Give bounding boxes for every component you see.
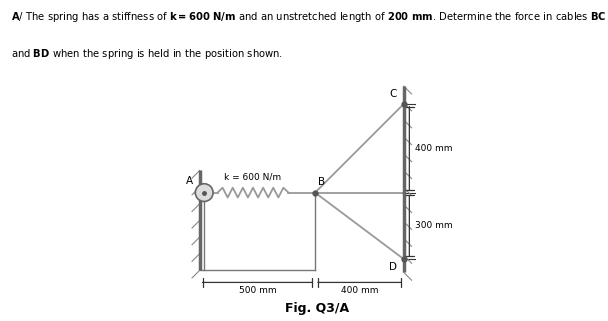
Text: 500 mm: 500 mm xyxy=(238,286,276,295)
Text: 300 mm: 300 mm xyxy=(415,221,452,230)
Text: C: C xyxy=(390,90,397,100)
Text: A: A xyxy=(186,176,193,186)
Text: 400 mm: 400 mm xyxy=(340,286,378,295)
Text: B: B xyxy=(319,177,325,187)
Text: $\mathbf{A}$$\mathit{/}$ The spring has a stiffness of $\mathbf{k = 600\ N/m}$ a: $\mathbf{A}$$\mathit{/}$ The spring has … xyxy=(11,10,607,24)
Circle shape xyxy=(195,184,213,202)
Text: and $\mathbf{BD}$ when the spring is held in the position shown.: and $\mathbf{BD}$ when the spring is hel… xyxy=(11,47,283,61)
Text: 400 mm: 400 mm xyxy=(415,144,452,153)
Text: D: D xyxy=(389,263,397,273)
Text: Fig. Q3/A: Fig. Q3/A xyxy=(285,302,350,315)
Text: k = 600 N/m: k = 600 N/m xyxy=(224,172,282,181)
